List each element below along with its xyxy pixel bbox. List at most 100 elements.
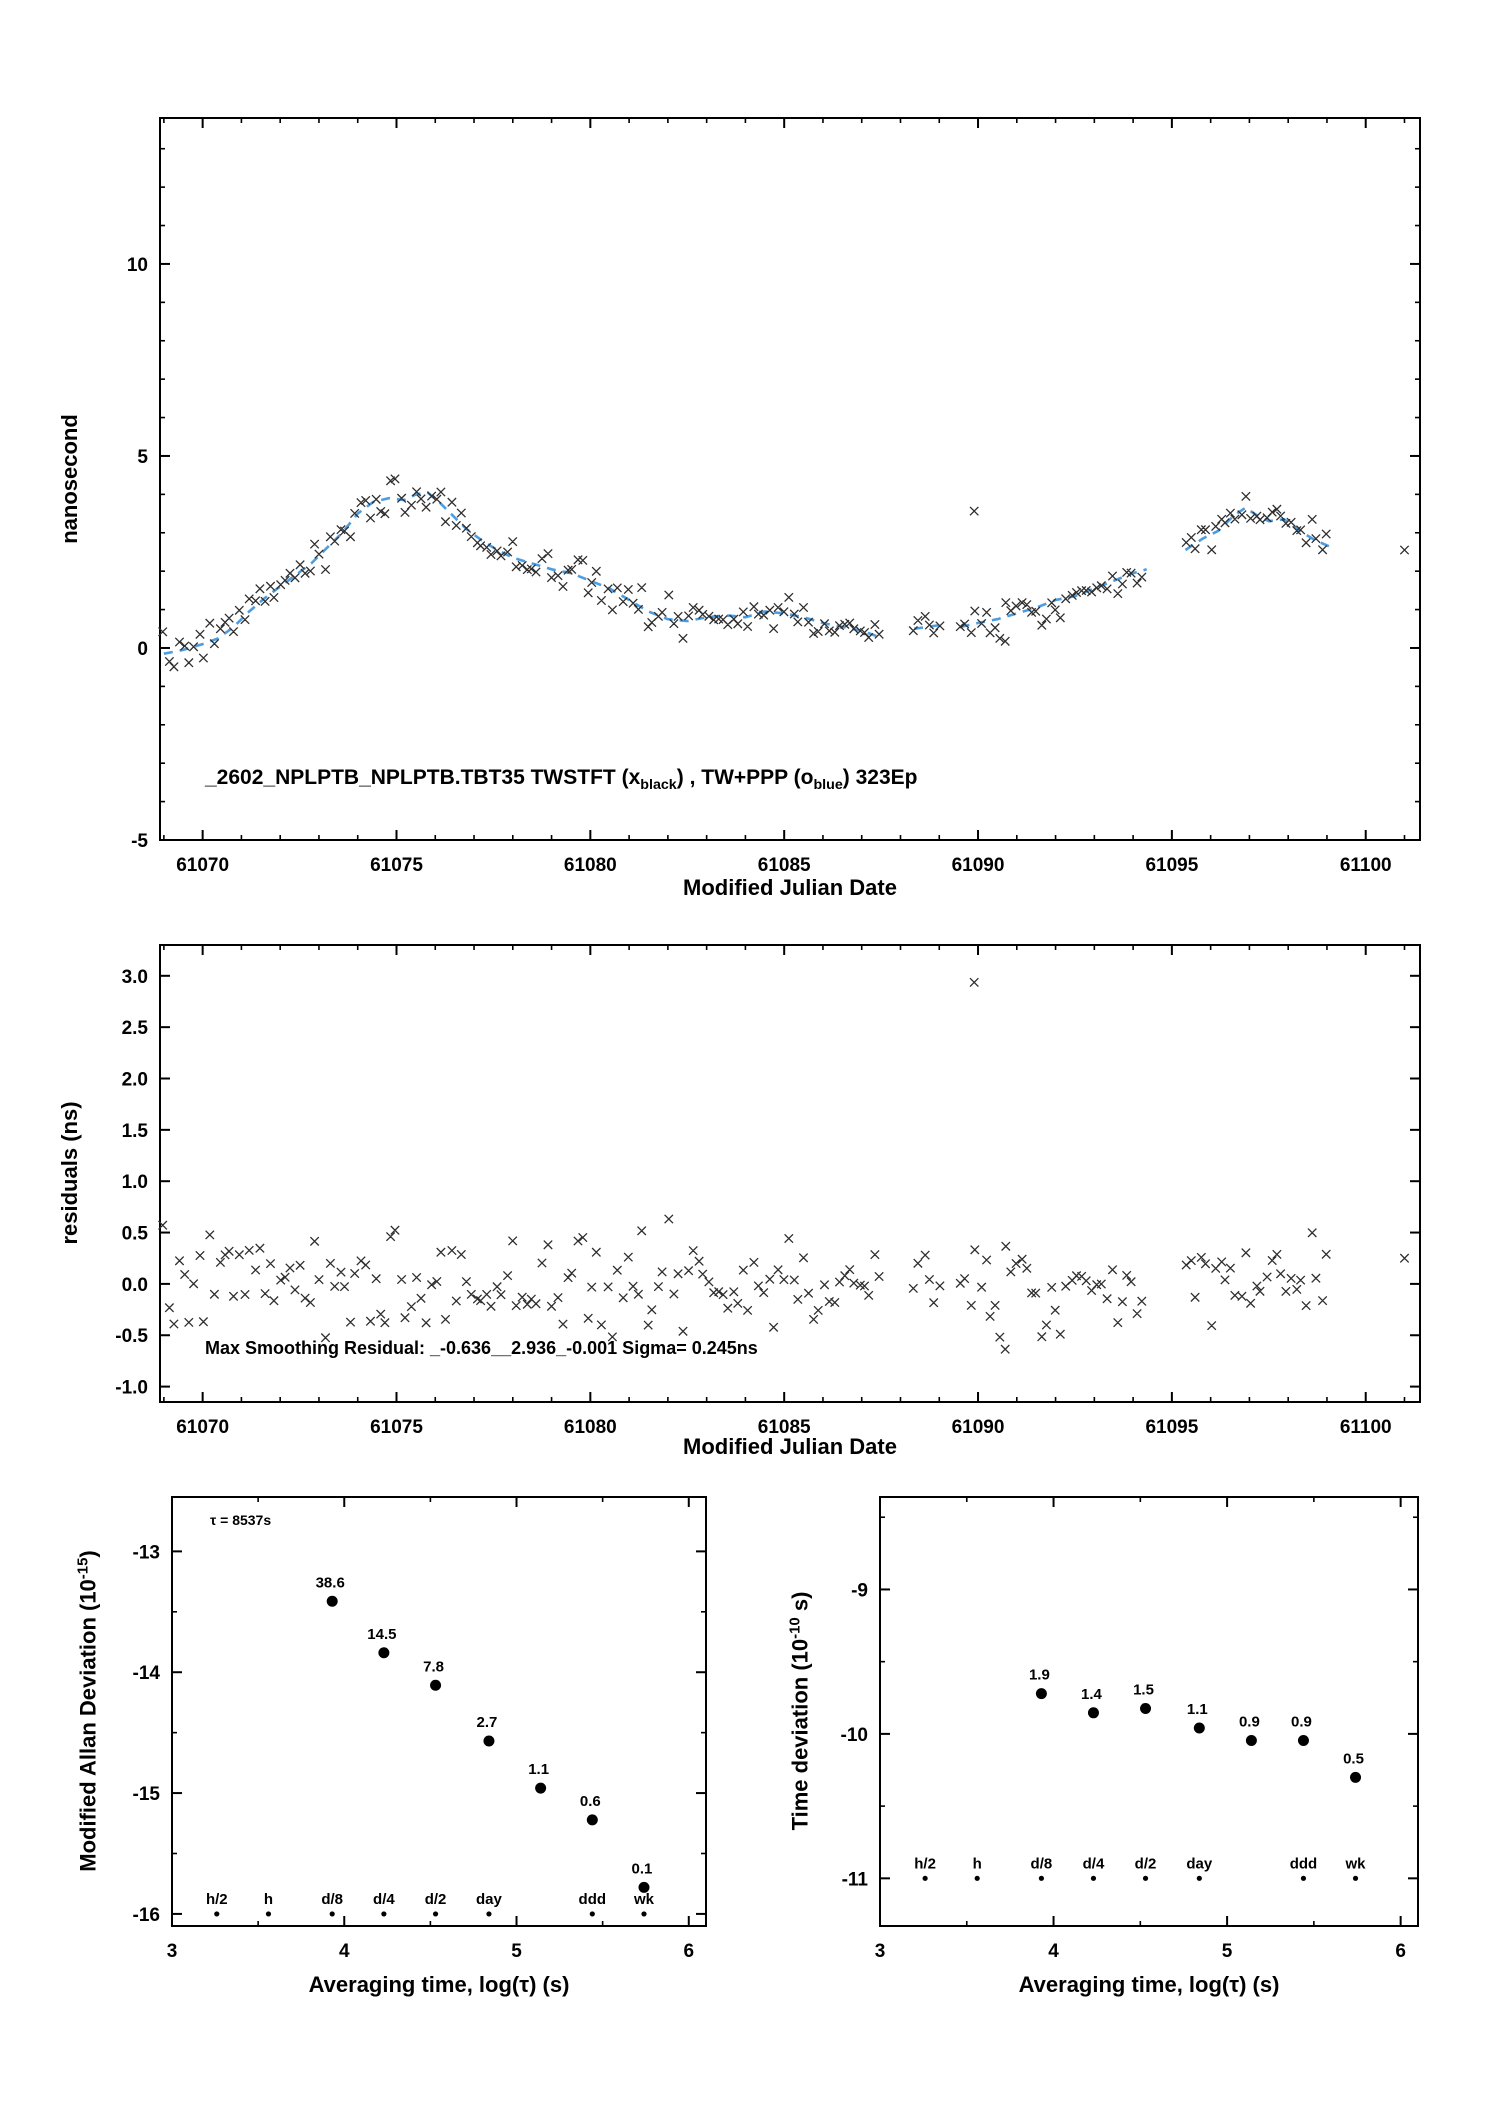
y-tick-label: 0.5: [122, 1224, 149, 1245]
mdev-ylabel: Modified Allan Deviation (10-15): [74, 1550, 101, 1872]
x-tick-label: 61085: [758, 855, 811, 876]
deviation-point: [430, 1679, 442, 1691]
label-part: TWSTFT (x: [530, 766, 641, 789]
tdev-ylabel: Time deviation (10-10 s): [786, 1592, 813, 1831]
label-part: Time deviation (10: [787, 1638, 813, 1831]
y-tick-label: 3.0: [122, 967, 148, 988]
tdev-xlabel: Averaging time, log(τ) (s): [1018, 1972, 1280, 1997]
tdev-chart: 3 4 5 6 -9 -10 -11 1.9 1.4 1.5 1.1 0.9 0.9 0.5 h/2 h d/8…: [841, 1496, 1419, 1962]
x-tick-label: 4: [1048, 1941, 1059, 1962]
tau-marker-label: d/2: [1135, 1855, 1157, 1872]
y-tick-label: -5: [131, 831, 148, 852]
tau-marker-label: h/2: [206, 1891, 228, 1908]
deviation-value-label: 0.5: [1343, 1750, 1364, 1767]
deviation-point: [1350, 1771, 1362, 1783]
twstft-outlier-marker: [969, 506, 1010, 646]
tau-marker-label: h: [264, 1891, 273, 1908]
y-tick-label: 2.5: [122, 1018, 149, 1039]
residuals-ylabel: residuals (ns): [57, 1101, 82, 1245]
y-tick-label: -10: [841, 1725, 868, 1746]
label-part: Modified Allan Deviation (10: [75, 1579, 101, 1872]
deviation-value-label: 38.6: [316, 1574, 345, 1591]
x-tick-label: 61070: [176, 855, 229, 876]
x-tick-label: 3: [167, 1941, 178, 1962]
deviation-value-label: 0.9: [1291, 1714, 1312, 1731]
tau-marker-dot: [1196, 1875, 1202, 1881]
deviation-point: [1140, 1702, 1152, 1714]
label-part: s): [787, 1591, 813, 1618]
tau-marker-label: d/8: [1031, 1855, 1053, 1872]
top-xlabel: Modified Julian Date: [683, 875, 897, 900]
plot-box: [159, 117, 1421, 841]
x-tick-label: 61080: [564, 1417, 617, 1438]
x-tick-label: 61075: [370, 1417, 423, 1438]
tau-marker-dot: [1300, 1875, 1307, 1881]
deviation-value-label: 0.1: [632, 1860, 653, 1877]
label-part: _2602_NPLPTB_NPLPTB.TBT35: [205, 766, 531, 789]
tau-marker-label: wk: [1345, 1855, 1367, 1872]
tau-marker-label: d/4: [373, 1891, 395, 1908]
y-tick-label: -13: [133, 1542, 160, 1563]
tau-marker-dot: [641, 1911, 647, 1917]
y-tick-label: 10: [127, 255, 148, 276]
top-title-legend: _2602_NPLPTB_NPLPTB.TBT35 TWSTFT (xblack…: [205, 766, 918, 793]
tau-marker-dot: [432, 1911, 439, 1917]
plot-box: [159, 944, 1421, 1403]
y-tick-label: -14: [133, 1663, 161, 1684]
x-tick-label: 61100: [1340, 855, 1392, 876]
deviation-point: [1087, 1707, 1099, 1719]
tau-marker-dot: [381, 1911, 387, 1917]
y-tick-label: 1.0: [122, 1172, 148, 1193]
top-ylabel: nanosecond: [57, 414, 82, 544]
tau-marker-label: h: [973, 1855, 982, 1872]
plot-box: [879, 1496, 1419, 1927]
tau-marker-dot: [922, 1875, 928, 1881]
label-part: ) , TW+PPP (o: [676, 766, 814, 789]
tau-marker-label: d/4: [1083, 1855, 1105, 1872]
x-tick-label: 3: [875, 1941, 886, 1962]
deviation-value-label: 1.9: [1029, 1667, 1050, 1684]
deviation-value-label: 2.7: [477, 1714, 498, 1731]
twppp-smooth-line: [163, 491, 884, 655]
residual-x-markers: [158, 1214, 1410, 1343]
x-tick-label: 61095: [1145, 855, 1198, 876]
y-tick-label: 2.0: [122, 1070, 148, 1091]
mdev-xlabel: Averaging time, log(τ) (s): [308, 1972, 570, 1997]
tau-marker-dot: [329, 1911, 335, 1917]
y-tick-label: 5: [137, 447, 148, 468]
deviation-value-label: 1.1: [1187, 1701, 1208, 1718]
y-tick-label: -16: [133, 1905, 160, 1926]
x-tick-label: 61090: [952, 1417, 1005, 1438]
deviation-point: [1297, 1735, 1309, 1747]
x-tick-label: 4: [339, 1941, 350, 1962]
deviation-value-label: 14.5: [367, 1626, 396, 1643]
deviation-value-label: 1.4: [1081, 1686, 1103, 1703]
plot-box: [171, 1496, 707, 1927]
x-tick-label: 5: [1222, 1941, 1233, 1962]
deviation-point: [1193, 1722, 1205, 1734]
label-part: ): [75, 1550, 101, 1558]
label-part: ) 323Ep: [842, 766, 918, 789]
deviation-value-label: 0.9: [1239, 1714, 1260, 1731]
tau-marker-dot: [974, 1875, 980, 1881]
deviation-point: [1245, 1735, 1257, 1747]
tau-marker-dot: [1352, 1875, 1359, 1881]
deviation-point: [378, 1647, 390, 1659]
residuals-annotation: Max Smoothing Residual: _-0.636__2.936_-…: [205, 1338, 758, 1358]
x-tick-label: 61070: [176, 1417, 229, 1438]
tau-marker-dot: [1038, 1875, 1044, 1881]
x-tick-label: 5: [511, 1941, 522, 1962]
deviation-value-label: 1.1: [528, 1761, 549, 1778]
tau-marker-label: ddd: [1290, 1855, 1318, 1872]
residuals-xlabel: Modified Julian Date: [683, 1434, 897, 1459]
y-tick-label: -9: [851, 1580, 868, 1601]
label-part: -10: [786, 1617, 804, 1639]
y-tick-label: 1.5: [122, 1121, 149, 1142]
tau-marker-dot: [1090, 1875, 1097, 1881]
y-tick-label: 0.0: [122, 1275, 148, 1296]
deviation-point: [535, 1782, 547, 1794]
deviation-value-label: 0.6: [580, 1793, 601, 1810]
x-tick-label: 61090: [952, 855, 1005, 876]
